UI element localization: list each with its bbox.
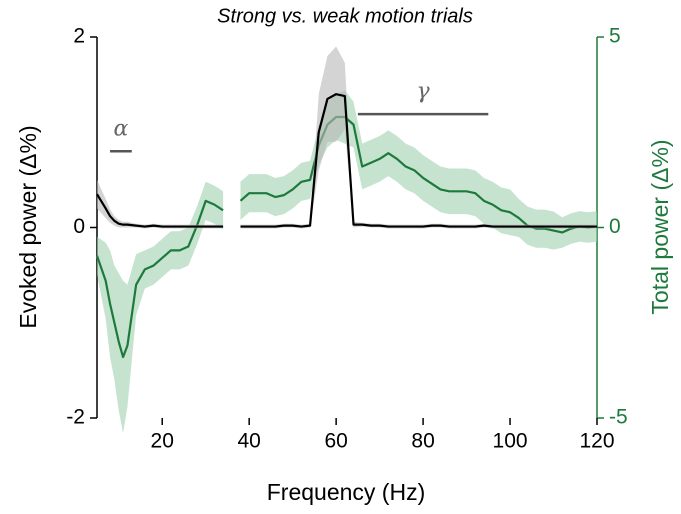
x-tick-label: 60 bbox=[324, 430, 347, 453]
x-tick-label: 40 bbox=[237, 430, 260, 453]
annotation-label: γ bbox=[417, 79, 431, 104]
series-line bbox=[96, 93, 597, 228]
chart-title: Strong vs. weak motion trials bbox=[217, 5, 473, 27]
y2-tick-label: -5 bbox=[609, 406, 628, 429]
y2-tick-label: 0 bbox=[609, 215, 621, 238]
x-tick-label: 20 bbox=[151, 430, 174, 453]
y-axis-label: Evoked power (Δ%) bbox=[15, 125, 41, 328]
error-band bbox=[97, 181, 224, 434]
y2-axis-label: Total power (Δ%) bbox=[647, 139, 673, 314]
error-band bbox=[240, 46, 597, 229]
x-tick-label: 120 bbox=[579, 430, 614, 453]
x-tick-label: 100 bbox=[493, 430, 528, 453]
y2-tick-label: 5 bbox=[609, 25, 621, 48]
x-axis-label: Frequency (Hz) bbox=[267, 479, 425, 505]
annotation-label: α bbox=[113, 116, 128, 141]
x-tick-label: 80 bbox=[411, 430, 434, 453]
y-tick-label: -2 bbox=[66, 406, 85, 429]
y-tick-label: 0 bbox=[73, 215, 85, 238]
series-line bbox=[95, 115, 598, 359]
y-tick-label: 2 bbox=[73, 25, 85, 48]
